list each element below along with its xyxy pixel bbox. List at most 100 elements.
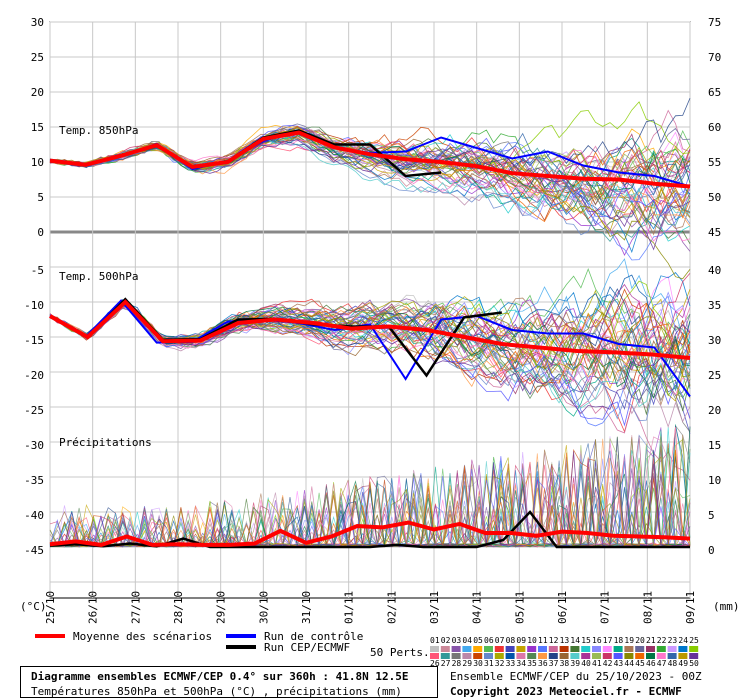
pert-number: 11 <box>538 636 548 645</box>
run-info: Ensemble ECMWF/CEP du 25/10/2023 - 00Z <box>450 670 702 683</box>
footer-subtitle: Températures 850hPa et 500hPa (°C) , pré… <box>31 685 402 698</box>
y-tick-left: 0 <box>37 226 44 239</box>
pert-number: 13 <box>560 636 570 645</box>
y-tick-right: 25 <box>708 369 721 382</box>
y-tick-right: 60 <box>708 121 721 134</box>
pert-swatch <box>548 653 558 659</box>
pert-number: 03 <box>452 636 462 645</box>
pert-number: 27 <box>441 659 451 668</box>
perturbation-swatches: 01 26 02 27 03 28 04 29 05 30 06 31 07 32 08 33 09 34 10 35… <box>430 636 699 668</box>
pert-number: 02 <box>441 636 451 645</box>
y-tick-right: 40 <box>708 264 721 277</box>
y-tick-left: -35 <box>24 474 44 487</box>
pert-swatch <box>667 653 677 659</box>
y-tick-right: 75 <box>708 16 721 29</box>
x-tick-label: 30/10 <box>257 591 270 624</box>
pert-swatch <box>548 646 558 652</box>
y-tick-left: -10 <box>24 299 44 312</box>
mean-precip-line <box>49 520 691 547</box>
y-tick-left: -30 <box>24 439 44 452</box>
y-tick-left: -40 <box>24 509 44 522</box>
pert-swatch <box>678 646 688 652</box>
pert-swatch <box>484 653 493 659</box>
pert-number: 12 <box>549 636 559 645</box>
pert-swatch <box>527 646 537 652</box>
y-tick-right: 45 <box>708 226 721 239</box>
pert-number: 15 <box>581 636 591 645</box>
y-tick-left: 15 <box>31 121 44 134</box>
pert-number: 31 <box>484 659 494 668</box>
pert-number: 05 <box>473 636 483 645</box>
pert-number: 04 <box>462 636 472 645</box>
pert-number: 33 <box>506 659 516 668</box>
y-tick-left: 5 <box>37 191 44 204</box>
pert-swatch <box>494 653 504 659</box>
pert-swatch <box>451 646 461 652</box>
pert-number: 40 <box>581 659 591 668</box>
x-tick-label: 03/11 <box>428 591 441 624</box>
x-tick-label: 28/10 <box>172 591 185 624</box>
pert-swatch <box>516 653 526 659</box>
pert-swatch <box>559 646 569 652</box>
pert-swatch <box>538 646 547 652</box>
pert-swatch <box>538 653 547 659</box>
pert-number: 07 <box>495 636 505 645</box>
legend: Moyenne des scénarios Run de contrôle Ru… <box>35 630 699 668</box>
pert-number: 22 <box>657 636 667 645</box>
pert-swatch <box>494 646 504 652</box>
y-tick-right: 5 <box>708 509 715 522</box>
pert-swatch <box>624 646 634 652</box>
pert-number: 37 <box>549 659 559 668</box>
pert-number: 14 <box>570 636 580 645</box>
pert-number: 38 <box>560 659 570 668</box>
x-tick-label: 27/10 <box>129 591 142 624</box>
pert-swatch <box>689 653 699 659</box>
mean-500-line <box>49 299 691 360</box>
y-tick-left: -20 <box>24 369 44 382</box>
legend-cep-label: Run CEP/ECMWF <box>264 641 350 654</box>
member-precip-line <box>49 467 691 548</box>
pert-swatch <box>570 646 580 652</box>
pert-number: 17 <box>603 636 613 645</box>
y-tick-left: -25 <box>24 404 44 417</box>
copyright: Copyright 2023 Meteociel.fr - ECMWF <box>450 685 682 698</box>
pert-number: 26 <box>430 659 440 668</box>
pert-swatch <box>592 653 601 659</box>
pert-number: 06 <box>484 636 494 645</box>
pert-swatch <box>484 646 493 652</box>
y-tick-left: 10 <box>31 156 44 169</box>
chart-series <box>49 97 691 549</box>
y-tick-left: 30 <box>31 16 44 29</box>
pert-swatch <box>646 646 655 652</box>
mean-850-line <box>49 130 691 189</box>
pert-number: 50 <box>689 659 699 668</box>
pert-swatch <box>646 653 655 659</box>
x-tick-label: 31/10 <box>300 591 313 624</box>
pert-number: 44 <box>624 659 634 668</box>
x-tick-label: 02/11 <box>385 591 398 624</box>
y-tick-left: -5 <box>31 264 44 277</box>
pert-swatch <box>516 646 526 652</box>
y-tick-right: 30 <box>708 334 721 347</box>
pert-swatch <box>635 653 645 659</box>
pert-swatch <box>635 646 645 652</box>
y-tick-right: 15 <box>708 439 721 452</box>
pert-swatch <box>613 653 623 659</box>
pert-number: 10 <box>527 636 537 645</box>
x-tick-label: 09/11 <box>684 591 697 624</box>
y-tick-right: 10 <box>708 474 721 487</box>
pert-swatch <box>430 646 439 652</box>
pert-swatch <box>505 646 515 652</box>
x-tick-label: 29/10 <box>215 591 228 624</box>
pert-swatch <box>656 653 666 659</box>
pert-number: 45 <box>635 659 645 668</box>
pert-swatch <box>624 653 634 659</box>
x-tick-label: 08/11 <box>641 591 654 624</box>
pert-number: 08 <box>506 636 516 645</box>
pert-number: 39 <box>570 659 580 668</box>
pert-number: 16 <box>592 636 602 645</box>
member-500-line <box>49 288 691 394</box>
pert-number: 49 <box>678 659 688 668</box>
pert-swatch <box>602 653 612 659</box>
pert-swatch <box>656 646 666 652</box>
